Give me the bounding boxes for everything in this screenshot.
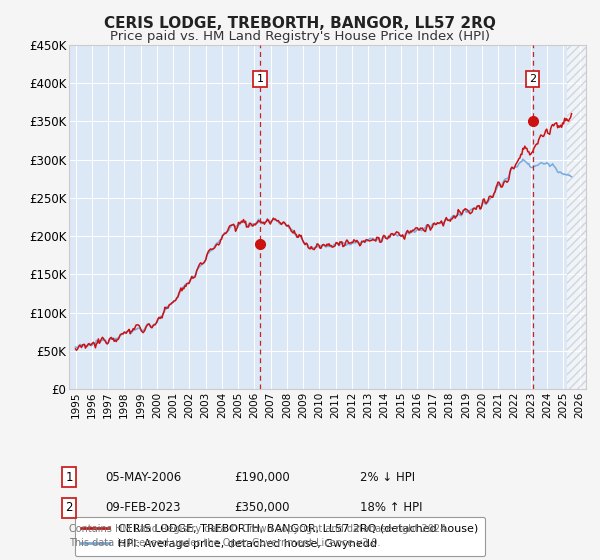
Text: 2% ↓ HPI: 2% ↓ HPI bbox=[360, 470, 415, 484]
Text: CERIS LODGE, TREBORTH, BANGOR, LL57 2RQ: CERIS LODGE, TREBORTH, BANGOR, LL57 2RQ bbox=[104, 16, 496, 31]
Text: This data is licensed under the Open Government Licence v3.0.: This data is licensed under the Open Gov… bbox=[69, 538, 380, 548]
Text: 2: 2 bbox=[65, 501, 73, 515]
Text: Price paid vs. HM Land Registry's House Price Index (HPI): Price paid vs. HM Land Registry's House … bbox=[110, 30, 490, 43]
Legend: CERIS LODGE, TREBORTH, BANGOR, LL57 2RQ (detached house), HPI: Average price, de: CERIS LODGE, TREBORTH, BANGOR, LL57 2RQ … bbox=[74, 517, 485, 556]
Text: Contains HM Land Registry data © Crown copyright and database right 2024.: Contains HM Land Registry data © Crown c… bbox=[69, 524, 449, 534]
Text: 1: 1 bbox=[257, 74, 263, 84]
Text: 2: 2 bbox=[529, 74, 536, 84]
Text: £190,000: £190,000 bbox=[234, 470, 290, 484]
Text: 09-FEB-2023: 09-FEB-2023 bbox=[105, 501, 181, 515]
Text: £350,000: £350,000 bbox=[234, 501, 290, 515]
Bar bbox=[568, 45, 586, 389]
Text: 18% ↑ HPI: 18% ↑ HPI bbox=[360, 501, 422, 515]
Text: 05-MAY-2006: 05-MAY-2006 bbox=[105, 470, 181, 484]
Text: 1: 1 bbox=[65, 470, 73, 484]
